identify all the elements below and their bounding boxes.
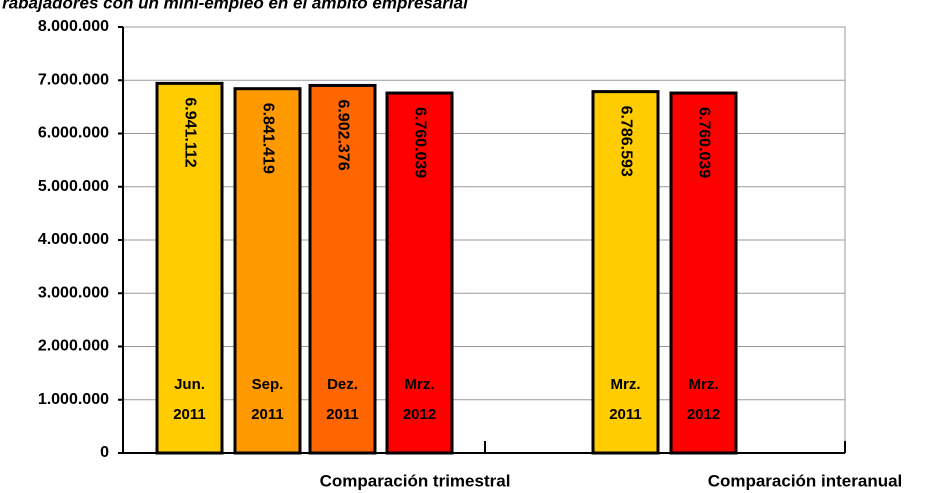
value-label: 6.941.112 xyxy=(181,97,198,167)
bar-category-label: 2011 xyxy=(251,406,284,423)
value-label: 6.760.039 xyxy=(411,107,428,178)
bar-category-label: 2011 xyxy=(326,406,359,423)
y-tick-label: 2.000.000 xyxy=(38,338,109,355)
bar xyxy=(385,91,454,455)
y-tick-label: 6.000.000 xyxy=(38,125,109,142)
y-tick-label: 8.000.000 xyxy=(38,18,109,35)
chart-title: Trabajadores con un mini-empleo en el ám… xyxy=(0,0,469,12)
bar-category-label: Mrz. xyxy=(611,376,641,393)
y-tick-label: 1.000.000 xyxy=(38,391,109,408)
y-tick-label: 0 xyxy=(100,444,109,461)
bar xyxy=(233,87,302,455)
bar-category-label: Jun. xyxy=(174,376,205,393)
y-tick-label: 3.000.000 xyxy=(38,284,109,301)
group-label: Comparación trimestral xyxy=(320,471,511,490)
y-tick-label: 4.000.000 xyxy=(38,231,109,248)
y-tick-label: 5.000.000 xyxy=(38,178,109,195)
bar xyxy=(308,83,377,455)
bar xyxy=(669,91,738,455)
group-label: Comparación interanual xyxy=(708,471,903,490)
value-label: 6.786.593 xyxy=(617,106,634,177)
value-label: 6.760.039 xyxy=(695,107,712,178)
y-tick-label: 7.000.000 xyxy=(38,71,109,88)
bar-category-label: Sep. xyxy=(252,376,284,393)
bar-category-label: Mrz. xyxy=(689,376,719,393)
bar xyxy=(591,90,660,455)
bar-category-label: 2011 xyxy=(173,406,206,423)
value-label: 6.841.419 xyxy=(259,103,276,174)
bar-category-label: 2011 xyxy=(609,406,642,423)
bar xyxy=(155,81,224,455)
value-label: 6.902.376 xyxy=(334,99,351,170)
bar-category-label: Mrz. xyxy=(405,376,435,393)
bar-category-label: 2012 xyxy=(403,406,436,423)
bar-category-label: Dez. xyxy=(327,376,358,393)
bar-category-label: 2012 xyxy=(687,406,720,423)
